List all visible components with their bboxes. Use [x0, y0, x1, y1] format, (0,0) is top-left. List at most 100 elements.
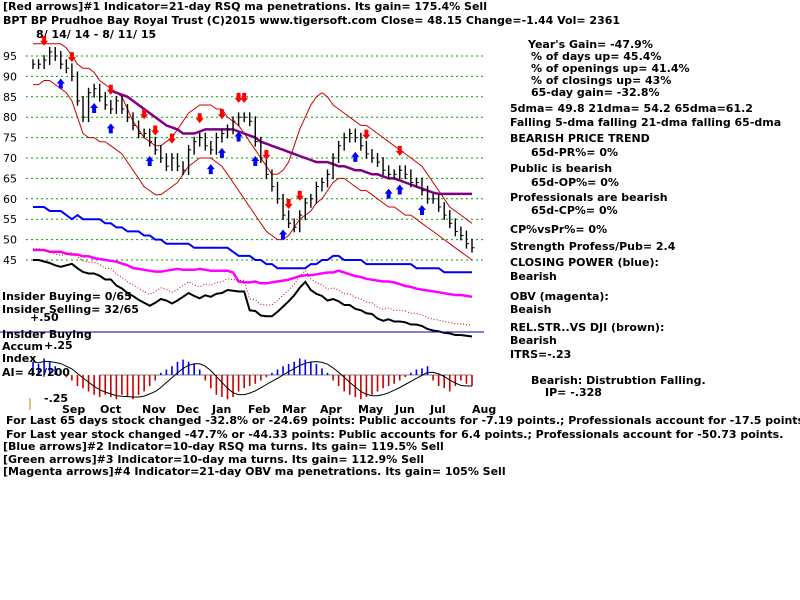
- buy-arrow-3: [145, 156, 154, 166]
- y-tick-75: 75: [3, 132, 17, 145]
- stats-panel: Year's Gain= -47.9%% of days up= 45.4%% …: [510, 38, 781, 399]
- relative-strength-line: [33, 248, 473, 338]
- y-tick-60: 60: [3, 193, 17, 206]
- stat-15: CLOSING POWER (blue):: [510, 256, 659, 269]
- price-y-ticks: 95 90 85 80 75 70 65 60 55 50 45: [3, 50, 17, 267]
- stat-2: % of openings up= 41.4%: [531, 62, 690, 75]
- month-label-jan: Jan: [211, 403, 231, 416]
- accum-label: Accum: [2, 340, 43, 353]
- sell-arrow-13: [362, 129, 371, 140]
- month-label-sep: Sep: [62, 403, 85, 416]
- index-label: Index: [2, 352, 36, 365]
- obv-line: [33, 248, 473, 299]
- y-tick-80: 80: [3, 111, 17, 124]
- stat-14: Strength Profess/Pub= 2.4: [510, 240, 676, 253]
- y-tick-85: 85: [3, 91, 17, 104]
- sell-arrow-3: [140, 109, 149, 120]
- accum-index-bars: [29, 358, 473, 410]
- month-label-feb: Feb: [248, 403, 271, 416]
- stat-20: Bearish: [510, 334, 557, 347]
- ma65-series: [110, 89, 472, 196]
- stat-0: Year's Gain= -47.9%: [527, 38, 653, 51]
- buy-arrow-2: [106, 123, 115, 134]
- sell-arrow-12: [295, 190, 304, 201]
- stat-6: Falling 5-dma falling 21-dma falling 65-…: [510, 116, 781, 129]
- sell-arrow-10: [262, 150, 271, 160]
- rel-strength-series: [33, 259, 473, 338]
- sell-arrow-2: [106, 84, 115, 95]
- stat-11: Professionals are bearish: [510, 191, 668, 204]
- stat-10: 65d-OP%= 0%: [531, 176, 619, 189]
- sell-arrow-14: [395, 145, 404, 156]
- buy-arrow-10: [384, 188, 393, 199]
- stat-7: BEARISH PRICE TREND: [510, 132, 650, 145]
- sell-arrow-11: [284, 198, 293, 209]
- insider-buying-label-2: Insider Buying: [2, 328, 92, 341]
- stat-16: Bearish: [510, 270, 557, 283]
- stat-1: % of days up= 45.4%: [531, 50, 661, 63]
- stat-4: 65-day gain= -32.8%: [531, 86, 660, 99]
- y-tick-90: 90: [3, 70, 17, 83]
- header-line-1: [Red arrows]#1 Indicator=21-day RSQ ma p…: [3, 0, 487, 13]
- sell-arrow-8: [234, 92, 243, 103]
- footer-line-3: [Blue arrows]#2 Indicator=10-day RSQ ma …: [3, 440, 444, 453]
- y-tick-50: 50: [3, 234, 17, 247]
- sell-arrow-1: [67, 52, 76, 63]
- month-label-oct: Oct: [100, 403, 121, 416]
- y-tick-70: 70: [3, 152, 17, 165]
- buy-arrow-4: [206, 164, 215, 175]
- y-tick-65: 65: [3, 172, 17, 185]
- month-label-may: May: [358, 403, 383, 416]
- month-label-mar: Mar: [282, 403, 306, 416]
- sell-arrow-6: [195, 113, 204, 124]
- insider-selling-label: Insider Selling= 32/65: [2, 303, 139, 316]
- buy-arrow-1: [90, 102, 99, 113]
- lower-band-line: [33, 80, 473, 261]
- stat-3: % of closings up= 43%: [531, 74, 671, 87]
- stat-18: Beaish: [510, 303, 551, 316]
- month-label-nov: Nov: [142, 403, 167, 416]
- month-label-apr: Apr: [320, 403, 342, 416]
- sell-arrow-0: [40, 35, 49, 46]
- ai-label: AI= 42/200: [2, 366, 70, 379]
- buy-arrow-8: [279, 229, 288, 240]
- stat-22: Bearish: Distrubtion Falling.: [531, 374, 706, 387]
- insider-buying-label: Insider Buying= 0/65: [2, 290, 132, 303]
- buy-arrow-12: [417, 204, 426, 215]
- stat-8: 65d-PR%= 0%: [531, 146, 618, 159]
- buy-arrow-9: [351, 151, 360, 162]
- stat-5: 5dma= 49.8 21dma= 54.2 65dma=61.2: [510, 102, 753, 115]
- sell-arrow-5: [167, 133, 176, 144]
- footer-line-5: [Magenta arrows]#4 Indicator=21-day OBV …: [3, 465, 506, 478]
- buy-arrow-5: [217, 147, 226, 158]
- buy-arrow-11: [395, 184, 404, 195]
- sell-arrow-9: [240, 92, 249, 103]
- y-tick-95: 95: [3, 50, 17, 63]
- buy-arrow-7: [251, 156, 260, 166]
- buy-arrow-0: [56, 78, 65, 89]
- stat-9: Public is bearish: [510, 162, 612, 175]
- price-gridlines: [26, 55, 484, 261]
- minus25-label: -.25: [44, 392, 68, 405]
- buy-arrow-6: [234, 131, 243, 142]
- footer-line-4: [Green arrows]#3 Indicator=10-day ma tur…: [3, 453, 424, 466]
- ma65-line: [110, 89, 472, 196]
- month-label-jun: Jun: [394, 403, 415, 416]
- sell-arrow-7: [217, 109, 226, 120]
- y-tick-55: 55: [3, 213, 17, 226]
- upper-band-line: [33, 43, 473, 224]
- obv-series: [33, 248, 473, 299]
- accum-ma-curve: [32, 360, 472, 398]
- stat-12: 65d-CP%= 0%: [531, 204, 618, 217]
- signal-arrows: [40, 35, 426, 240]
- date-range: 8/ 14/ 14 - 8/ 11/ 15: [36, 28, 156, 41]
- stat-17: OBV (magenta):: [510, 290, 609, 303]
- footer-line-2: For Last year stock changed -47.7% or -4…: [6, 428, 783, 441]
- stat-21: ITRS=-.23: [510, 348, 571, 361]
- month-labels: Sep Oct Nov Dec Jan Feb Mar Apr May Jun Jul Aug: [62, 403, 496, 416]
- stat-13: CP%vsPr%= 0%: [510, 223, 607, 236]
- plus25-label: +.25: [44, 339, 73, 352]
- stat-23: IP= -.328: [545, 386, 602, 399]
- footer-line-1: For Last 65 days stock changed -32.8% or…: [6, 414, 800, 427]
